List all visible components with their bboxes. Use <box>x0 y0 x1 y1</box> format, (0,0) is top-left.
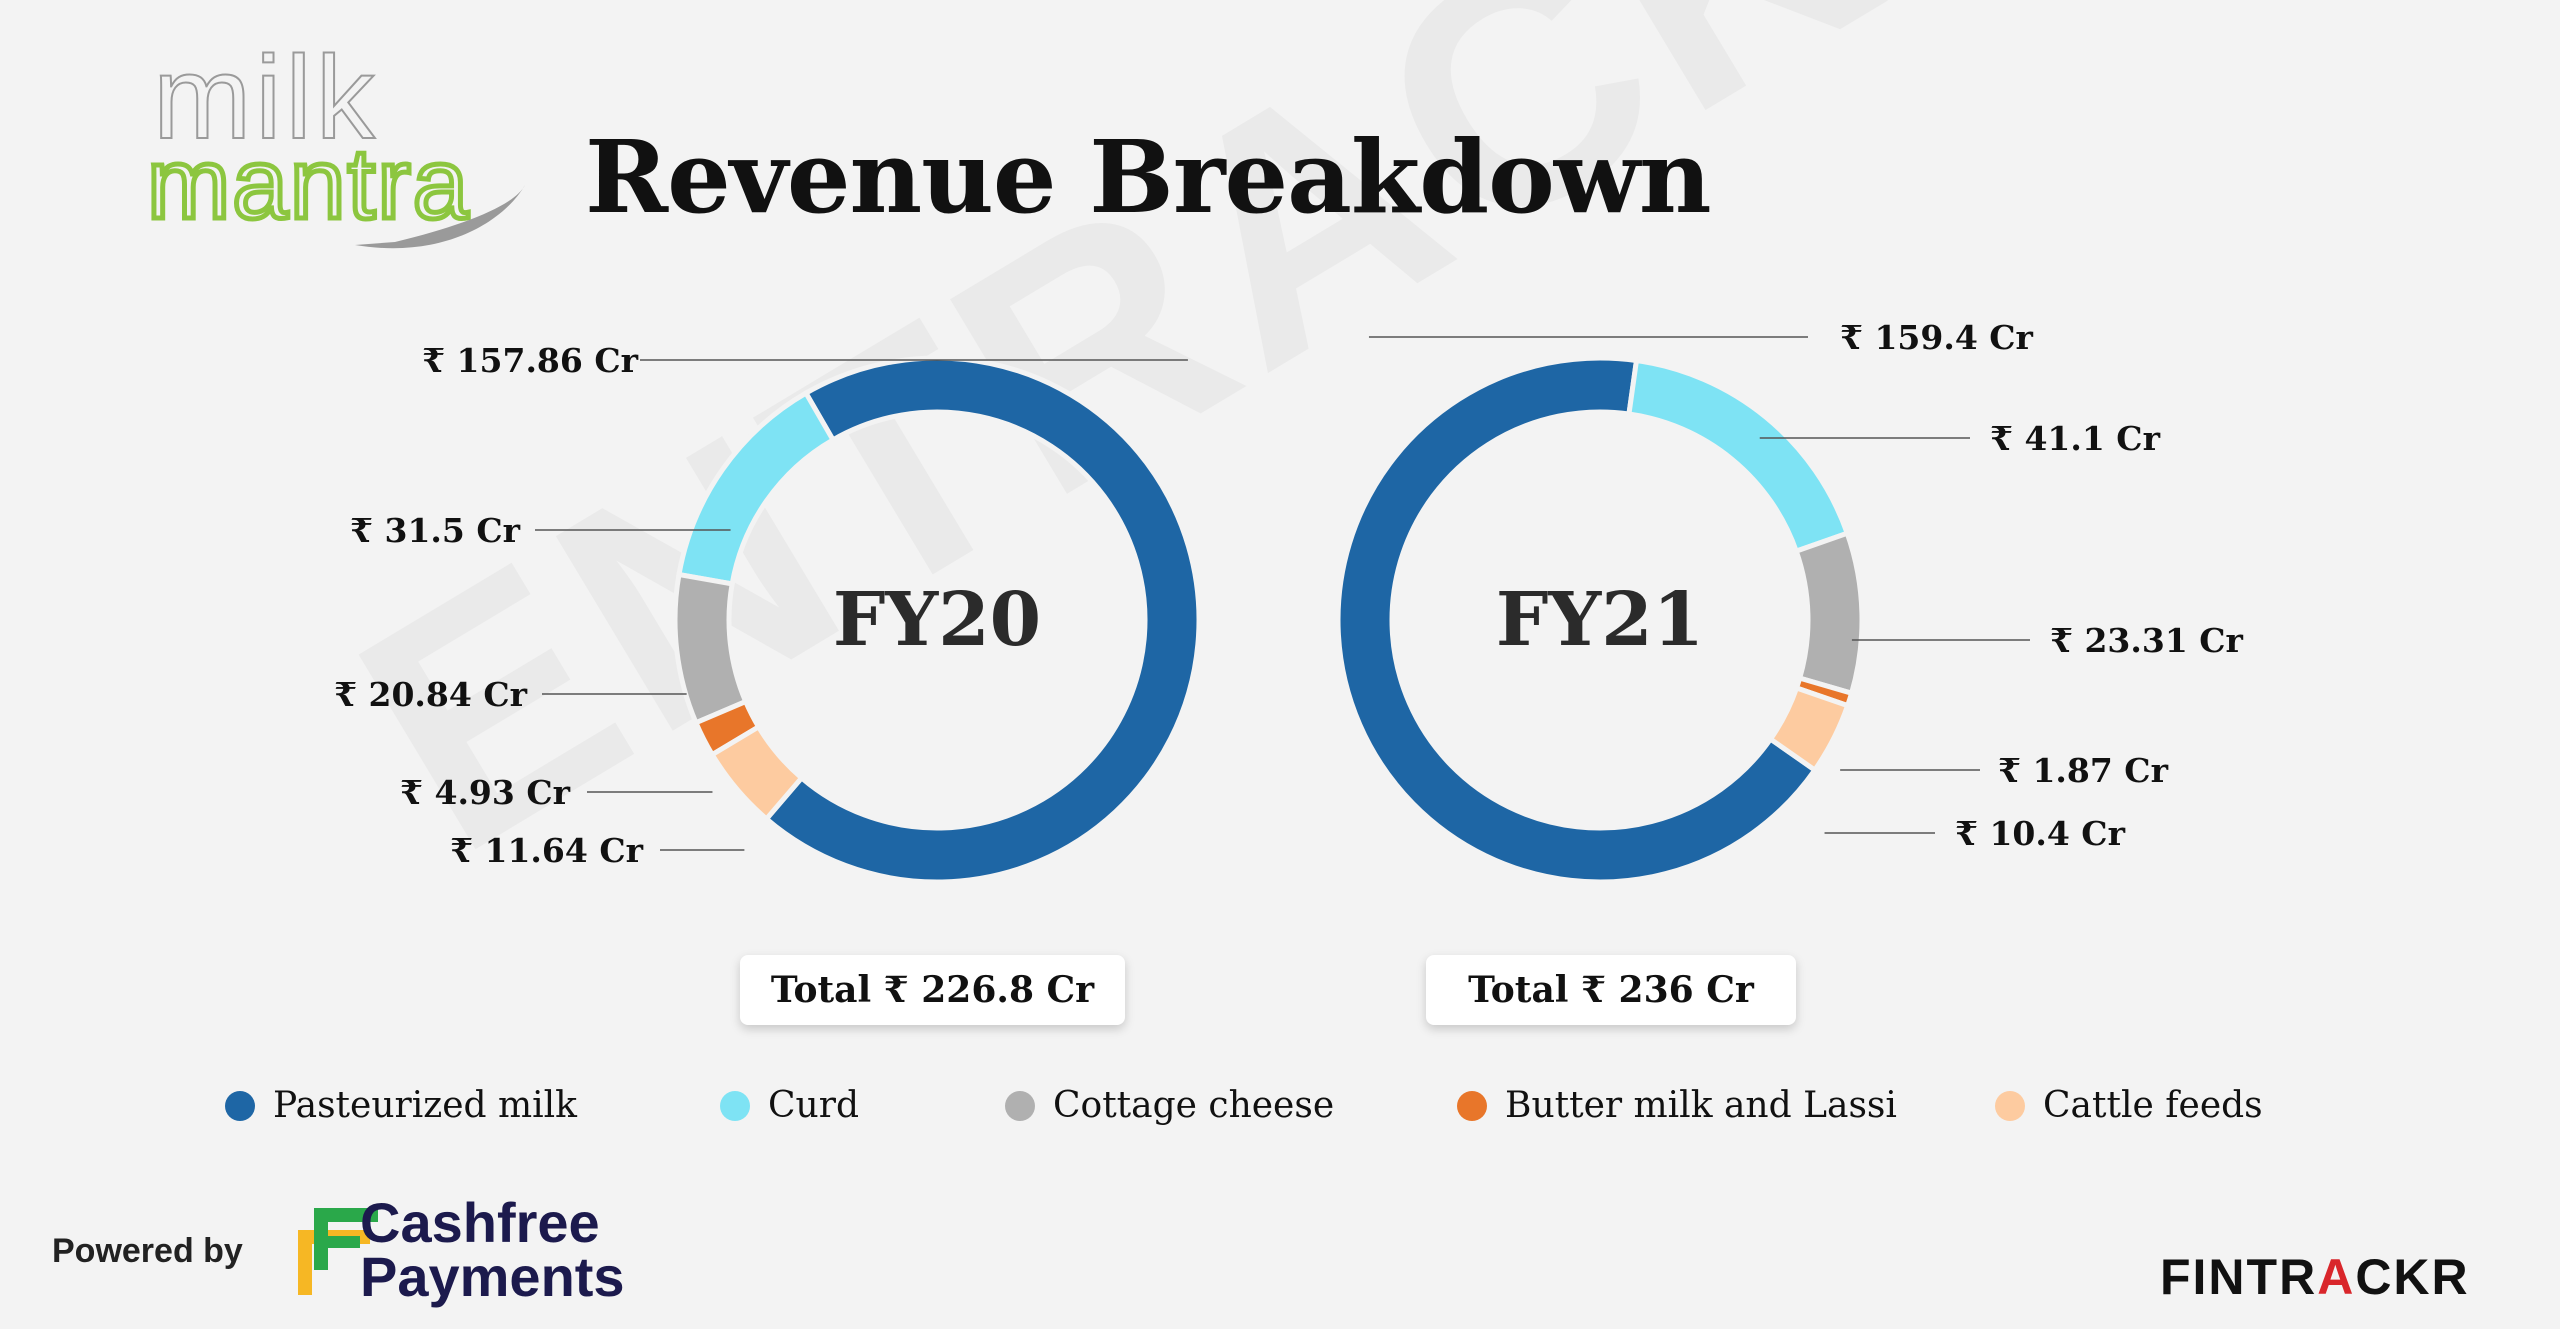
donut-slice-fy20-cottage-cheese <box>672 571 749 727</box>
total-fy21-badge: Total ₹ 236 Cr <box>1426 955 1796 1025</box>
fintrackr-accent: A <box>2317 1249 2356 1305</box>
legend-label: Pasteurized milk <box>273 1085 577 1126</box>
legend-dot-cottage-cheese <box>1005 1090 1035 1121</box>
data-label-fy20-curd: ₹ 31.5 Cr <box>350 511 521 550</box>
powered-by-text: Powered by <box>52 1232 243 1270</box>
donut-slice-fy20-cattle-feeds <box>708 723 806 823</box>
donut-chart-fy20: FY20 ₹ 157.86 Cr ₹ 31.5 Cr ₹ 20.84 Cr ₹ 4.93… <box>334 341 1202 885</box>
donut-slice-fy21-cottage-cheese <box>1793 530 1865 697</box>
total-fy20-badge: Total ₹ 226.8 Cr <box>740 955 1125 1025</box>
data-label-fy20-butter-milk-lassi: ₹ 4.93 Cr <box>400 773 571 812</box>
legend-dot-cattle-feeds <box>1995 1090 2025 1121</box>
page-title: Revenue Breakdown <box>585 118 1712 236</box>
data-label-fy21-pasteurized-milk: ₹ 159.4 Cr <box>1840 318 2034 357</box>
data-label-fy20-cattle-feeds: ₹ 11.64 Cr <box>450 831 644 870</box>
legend-dot-pasteurized-milk <box>225 1090 255 1121</box>
data-label-fy21-cattle-feeds: ₹ 10.4 Cr <box>1955 814 2126 853</box>
legend-dot-butter-milk-lassi <box>1457 1090 1487 1121</box>
donut-center-title-fy21: FY21 <box>1496 577 1704 663</box>
cashfree-line2: Payments <box>360 1245 625 1308</box>
logo-mantra-text: mantra <box>147 128 470 240</box>
legend-label: Butter milk and Lassi <box>1505 1085 1897 1126</box>
donut-slice-fy20-curd <box>676 389 837 587</box>
donut-chart-fy21: FY21 ₹ 159.4 Cr ₹ 41.1 Cr ₹ 23.31 Cr ₹ 1.87 … <box>1335 318 2244 885</box>
data-label-fy20-cottage-cheese: ₹ 20.84 Cr <box>334 675 528 714</box>
donut-slice-fy21-pasteurized-milk <box>1335 355 1819 885</box>
data-label-fy21-curd: ₹ 41.1 Cr <box>1990 419 2161 458</box>
legend-item-cattle-feeds: Cattle feeds <box>1995 1085 2263 1126</box>
logo-swoosh <box>355 185 525 249</box>
legend-dot-curd <box>720 1090 750 1121</box>
fintrackr-logo: FINTRACKR <box>2160 1248 2470 1306</box>
fintrackr-part2: CKR <box>2355 1249 2470 1305</box>
legend-item-curd: Curd <box>720 1085 859 1126</box>
cashfree-line1: Cashfree <box>360 1191 600 1254</box>
milk-mantra-logo: milk mantra <box>145 31 525 249</box>
data-label-fy20-pasteurized-milk: ₹ 157.86 Cr <box>422 341 638 380</box>
legend-label: Cattle feeds <box>2043 1085 2263 1126</box>
donut-slice-fy21-curd <box>1626 357 1851 555</box>
legend-item-pasteurized-milk: Pasteurized milk <box>225 1085 577 1126</box>
data-label-fy21-cottage-cheese: ₹ 23.31 Cr <box>2050 621 2244 660</box>
data-label-fy21-butter-milk-lassi: ₹ 1.87 Cr <box>1998 751 2169 790</box>
donut-slice-fy21-cattle-feeds <box>1767 684 1851 774</box>
cashfree-icon <box>298 1208 378 1295</box>
legend-label: Cottage cheese <box>1053 1085 1335 1126</box>
logo-milk-text: milk <box>153 32 379 164</box>
cashfree-wordmark: Cashfree Payments <box>360 1191 625 1308</box>
legend-label: Curd <box>768 1085 859 1126</box>
legend-item-butter-milk-lassi: Butter milk and Lassi <box>1457 1085 1897 1126</box>
donut-center-title-fy20: FY20 <box>833 577 1041 663</box>
donut-slice-fy20-pasteurized-milk <box>762 355 1202 885</box>
fintrackr-part1: FINTR <box>2160 1249 2318 1305</box>
legend-item-cottage-cheese: Cottage cheese <box>1005 1085 1334 1126</box>
legend: Pasteurized milk Curd Cottage cheese But… <box>225 1085 2325 1135</box>
